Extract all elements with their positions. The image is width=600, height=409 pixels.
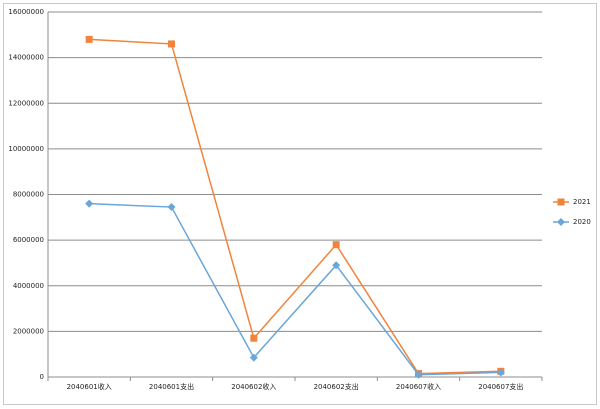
- data-point: [332, 261, 341, 270]
- data-point: [167, 203, 176, 212]
- series-line: [89, 202, 501, 376]
- x-tick-label: 2040602支出: [314, 382, 359, 391]
- y-tick-label: 12000000: [8, 99, 44, 107]
- data-point: [496, 368, 505, 377]
- data-point: [414, 370, 423, 379]
- y-tick-label: 6000000: [13, 236, 44, 244]
- legend-label: 2020: [573, 218, 591, 226]
- legend-label: 2021: [573, 198, 591, 206]
- x-tick-label: 2040601收入: [67, 382, 112, 391]
- x-tick-label: 2040602收入: [231, 382, 276, 391]
- x-tick-label: 2040607收入: [396, 382, 441, 391]
- y-tick-label: 0: [40, 373, 44, 381]
- x-tick-label: 2040601支出: [149, 382, 194, 391]
- legend-marker: [557, 218, 565, 226]
- data-point: [168, 40, 175, 48]
- data-point: [85, 199, 94, 208]
- data-point: [249, 353, 258, 362]
- y-tick-label: 16000000: [8, 8, 44, 16]
- data-point: [250, 334, 258, 342]
- y-tick-label: 8000000: [13, 191, 44, 199]
- series-line: [89, 38, 501, 375]
- y-tick-label: 4000000: [13, 282, 44, 290]
- data-point: [85, 35, 93, 43]
- legend-marker: [557, 198, 565, 206]
- data-point: [332, 241, 340, 249]
- y-tick-label: 14000000: [8, 54, 44, 62]
- y-tick-label: 10000000: [8, 145, 44, 153]
- x-tick-label: 2040607支出: [478, 382, 523, 391]
- y-tick-label: 2000000: [13, 327, 44, 335]
